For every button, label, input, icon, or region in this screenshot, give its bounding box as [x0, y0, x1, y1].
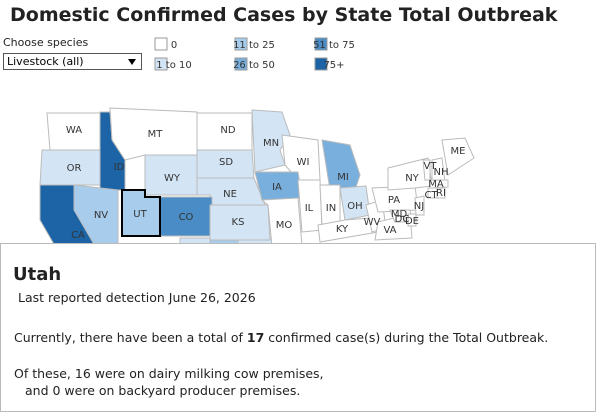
state-label: UT — [133, 209, 147, 220]
state-label: KS — [232, 217, 245, 228]
legend: 0 1 to 10 11 to 25 26 to 50 51 to 75 75+ — [154, 37, 355, 71]
legend-swatch — [154, 37, 168, 51]
title: Domestic Confirmed Cases by State Total … — [10, 4, 558, 26]
legend-swatch — [234, 37, 248, 51]
legend-label: 26 to 50 — [233, 60, 275, 71]
filter-label: Choose species — [3, 36, 89, 49]
state-label: ND — [220, 125, 235, 136]
legend-label: 11 to 25 — [233, 40, 275, 51]
state-label: PA — [388, 195, 400, 206]
tooltip-backyard: and 0 were on backyard producer premises… — [25, 383, 301, 398]
state-label: CO — [179, 212, 194, 223]
state-shape — [209, 204, 271, 241]
state-label: WV — [364, 217, 381, 228]
legend-swatch — [314, 57, 328, 71]
state-label: ME — [451, 146, 466, 157]
state-label: NH — [434, 167, 449, 178]
state-shape — [321, 139, 361, 191]
state-label: VA — [383, 225, 396, 236]
legend-label: 75+ — [323, 60, 344, 71]
state-label: SD — [219, 157, 233, 168]
state-label: OR — [67, 163, 82, 174]
state-shape — [387, 157, 433, 191]
legend-swatch — [314, 37, 328, 51]
legend-swatch — [154, 57, 168, 71]
tooltip: Utah Last reported detection June 26, 20… — [0, 243, 596, 412]
tooltip-date: Last reported detection June 26, 2026 — [18, 290, 256, 305]
state-label: IN — [326, 203, 336, 214]
state-label: NY — [405, 173, 419, 184]
state-label: IA — [272, 182, 282, 193]
legend-label: 1 to 10 — [156, 60, 191, 71]
state-label: MN — [263, 138, 279, 149]
tooltip-dairy: Of these, 16 were on dairy milking cow p… — [14, 366, 324, 381]
state-shape — [395, 215, 406, 223]
state-label: ID — [114, 162, 125, 173]
legend-label: 51 to 75 — [313, 40, 355, 51]
dropdown-value: Livestock (all) — [7, 55, 84, 68]
state-shape — [429, 179, 449, 189]
state-label: MA — [428, 179, 444, 190]
legend-label: 0 — [171, 40, 177, 51]
text: confirmed case(s) during the Total Outbr… — [268, 330, 549, 345]
state-label: NV — [94, 210, 108, 221]
states: WA OR ID MT ND SD WY NE MN WI MI IA NV CA CO KS MO IL IN OH… — [39, 107, 475, 247]
state-label: MO — [276, 220, 293, 231]
state-label: WY — [164, 173, 181, 184]
tooltip-state: Utah — [13, 264, 62, 285]
state-shape — [441, 137, 475, 176]
state-label: MI — [337, 172, 349, 183]
state-label: VT — [424, 161, 438, 172]
state-label: MT — [148, 129, 164, 140]
state-label: CA — [71, 230, 85, 241]
legend-swatch — [234, 57, 248, 71]
state-label: OH — [347, 201, 362, 212]
state-label: NE — [223, 189, 237, 200]
state-label: KY — [336, 224, 349, 235]
state-label: IL — [305, 203, 314, 214]
state-label: CT — [424, 190, 438, 201]
state-shape — [414, 195, 425, 216]
text: Currently, there have been a total of — [14, 330, 243, 345]
case-count: 17 — [246, 330, 265, 345]
state-label: DC — [395, 214, 410, 225]
state-label: WA — [66, 125, 82, 136]
state-shape — [436, 187, 446, 199]
state-label: WI — [297, 157, 310, 168]
tooltip-total: Currently, there have been a total of 17… — [14, 330, 548, 345]
state-label: DE — [405, 216, 419, 227]
species-dropdown[interactable]: Livestock (all) — [3, 53, 142, 70]
state-label: RI — [436, 188, 446, 199]
state-label: NJ — [414, 201, 424, 212]
state-shape — [407, 213, 417, 227]
state-shape — [121, 189, 161, 237]
state-label: MD — [391, 209, 408, 220]
dropdown-arrow — [128, 59, 136, 65]
